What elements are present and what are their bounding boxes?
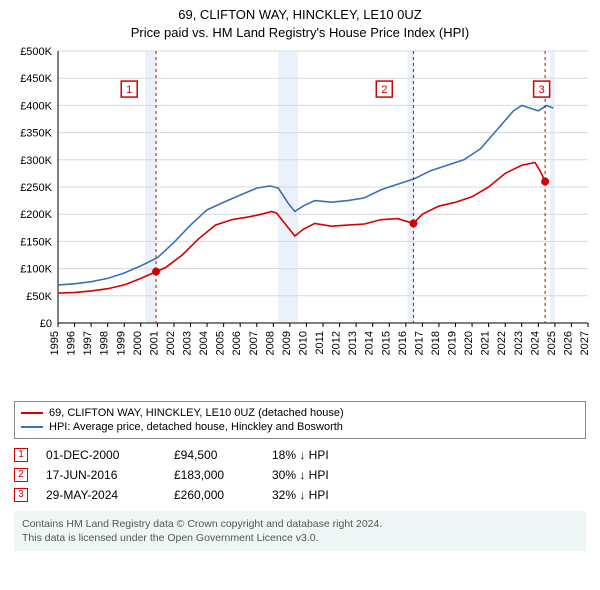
event-row: 2 17-JUN-2016 £183,000 30% ↓ HPI bbox=[14, 465, 586, 485]
svg-text:2011: 2011 bbox=[314, 331, 326, 355]
events-table: 1 01-DEC-2000 £94,500 18% ↓ HPI 2 17-JUN-2016… bbox=[14, 445, 586, 505]
legend-swatch bbox=[21, 426, 43, 428]
svg-text:2019: 2019 bbox=[447, 331, 459, 355]
svg-text:2006: 2006 bbox=[231, 331, 243, 355]
svg-text:2003: 2003 bbox=[182, 331, 194, 355]
chart-svg: £0 £50K £100K £150K £200K £250K £300K £350K £400… bbox=[0, 43, 600, 393]
svg-text:2009: 2009 bbox=[281, 331, 293, 355]
svg-text:£150K: £150K bbox=[20, 236, 52, 248]
svg-text:2013: 2013 bbox=[347, 331, 359, 355]
svg-text:2022: 2022 bbox=[496, 331, 508, 355]
svg-text:1997: 1997 bbox=[82, 331, 94, 355]
svg-text:£350K: £350K bbox=[20, 128, 52, 140]
svg-text:£50K: £50K bbox=[26, 291, 52, 303]
event-marker: 1 bbox=[14, 448, 28, 462]
svg-text:2008: 2008 bbox=[264, 331, 276, 355]
svg-text:2004: 2004 bbox=[198, 331, 210, 355]
legend-swatch bbox=[21, 412, 43, 414]
svg-text:2027: 2027 bbox=[579, 331, 591, 355]
svg-text:1998: 1998 bbox=[99, 331, 111, 355]
event-diff: 30% ↓ HPI bbox=[272, 468, 372, 482]
svg-text:2023: 2023 bbox=[513, 331, 525, 355]
svg-text:3: 3 bbox=[539, 84, 545, 96]
legend: 69, CLIFTON WAY, HINCKLEY, LE10 0UZ (det… bbox=[14, 401, 586, 439]
svg-text:2010: 2010 bbox=[297, 331, 309, 355]
attribution-line1: Contains HM Land Registry data © Crown c… bbox=[22, 517, 578, 531]
svg-text:2020: 2020 bbox=[463, 331, 475, 355]
svg-text:£100K: £100K bbox=[20, 264, 52, 276]
svg-text:£0: £0 bbox=[40, 318, 52, 330]
svg-text:2007: 2007 bbox=[248, 331, 260, 355]
svg-text:2002: 2002 bbox=[165, 331, 177, 355]
title-subtitle: Price paid vs. HM Land Registry's House … bbox=[8, 24, 592, 42]
event-diff: 18% ↓ HPI bbox=[272, 448, 372, 462]
svg-text:2015: 2015 bbox=[380, 331, 392, 355]
svg-text:£500K: £500K bbox=[20, 46, 52, 58]
titles: 69, CLIFTON WAY, HINCKLEY, LE10 0UZ Pric… bbox=[0, 0, 600, 43]
svg-text:2: 2 bbox=[381, 84, 387, 96]
event-price: £260,000 bbox=[174, 488, 254, 502]
svg-text:2001: 2001 bbox=[148, 331, 160, 355]
svg-text:£400K: £400K bbox=[20, 100, 52, 112]
event-date: 01-DEC-2000 bbox=[46, 448, 156, 462]
svg-text:2000: 2000 bbox=[132, 331, 144, 355]
svg-text:1995: 1995 bbox=[49, 331, 61, 355]
event-marker: 3 bbox=[14, 488, 28, 502]
figure-container: 69, CLIFTON WAY, HINCKLEY, LE10 0UZ Pric… bbox=[0, 0, 600, 551]
svg-text:2016: 2016 bbox=[397, 331, 409, 355]
legend-item: 69, CLIFTON WAY, HINCKLEY, LE10 0UZ (det… bbox=[21, 406, 579, 420]
svg-text:£300K: £300K bbox=[20, 155, 52, 167]
svg-text:2012: 2012 bbox=[331, 331, 343, 355]
event-diff: 32% ↓ HPI bbox=[272, 488, 372, 502]
svg-text:2026: 2026 bbox=[562, 331, 574, 355]
svg-text:1: 1 bbox=[126, 84, 132, 96]
svg-text:2021: 2021 bbox=[480, 331, 492, 355]
legend-item: HPI: Average price, detached house, Hinc… bbox=[21, 420, 579, 434]
event-price: £94,500 bbox=[174, 448, 254, 462]
attribution: Contains HM Land Registry data © Crown c… bbox=[14, 511, 586, 551]
svg-text:£250K: £250K bbox=[20, 182, 52, 194]
svg-text:2014: 2014 bbox=[364, 331, 376, 355]
title-address: 69, CLIFTON WAY, HINCKLEY, LE10 0UZ bbox=[8, 6, 592, 24]
event-price: £183,000 bbox=[174, 468, 254, 482]
svg-text:2018: 2018 bbox=[430, 331, 442, 355]
svg-text:£450K: £450K bbox=[20, 73, 52, 85]
legend-label: HPI: Average price, detached house, Hinc… bbox=[49, 421, 343, 433]
event-row: 3 29-MAY-2024 £260,000 32% ↓ HPI bbox=[14, 485, 586, 505]
svg-text:1999: 1999 bbox=[115, 331, 127, 355]
legend-label: 69, CLIFTON WAY, HINCKLEY, LE10 0UZ (det… bbox=[49, 407, 344, 419]
svg-text:£200K: £200K bbox=[20, 209, 52, 221]
attribution-line2: This data is licensed under the Open Gov… bbox=[22, 531, 578, 545]
event-marker: 2 bbox=[14, 468, 28, 482]
svg-text:2017: 2017 bbox=[413, 331, 425, 355]
chart: £0 £50K £100K £150K £200K £250K £300K £350K £400… bbox=[0, 43, 600, 393]
svg-text:2025: 2025 bbox=[546, 331, 558, 355]
svg-text:2024: 2024 bbox=[529, 331, 541, 355]
svg-text:1996: 1996 bbox=[66, 331, 78, 355]
event-row: 1 01-DEC-2000 £94,500 18% ↓ HPI bbox=[14, 445, 586, 465]
event-date: 17-JUN-2016 bbox=[46, 468, 156, 482]
svg-text:2005: 2005 bbox=[215, 331, 227, 355]
event-date: 29-MAY-2024 bbox=[46, 488, 156, 502]
